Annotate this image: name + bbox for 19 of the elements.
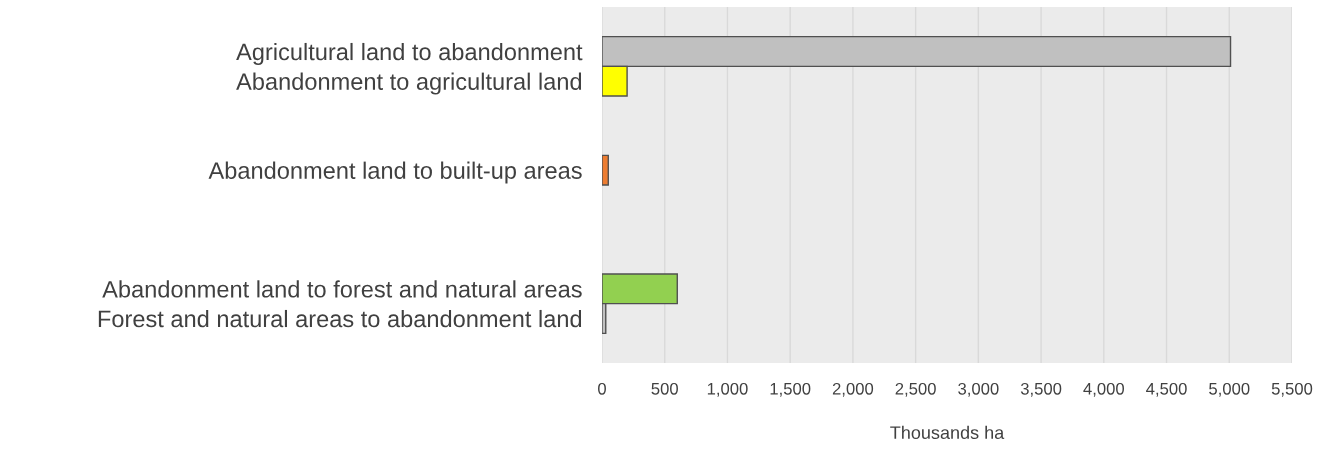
x-axis-title: Thousands ha — [890, 425, 1005, 440]
x-tick-label: 5,500 — [1271, 382, 1313, 397]
bar — [602, 154, 609, 186]
x-tick-label: 500 — [651, 382, 678, 395]
y-tick-label: Abandonment land to built-up areas — [208, 161, 582, 184]
x-tick-label: 3,000 — [958, 382, 999, 397]
x-tick-label: 2,500 — [895, 382, 936, 397]
x-tick-label: 0 — [598, 382, 606, 395]
y-tick-label: Forest and natural areas to abandonment land — [98, 309, 582, 328]
x-tick-label: 5,000 — [1209, 382, 1250, 397]
x-tick-label: 2,000 — [832, 382, 874, 397]
y-tick-label: Abandonment to agricultural land — [236, 72, 582, 95]
x-tick-label: 4,500 — [1146, 382, 1187, 397]
y-tick-label: Agricultural land to abandonment — [236, 42, 583, 65]
x-tick-label: 1,500 — [770, 382, 811, 397]
y-tick-label: Abandonment land to forest and natural areas — [102, 280, 582, 298]
x-tick-label: 1,000 — [707, 382, 748, 397]
x-tick-label: 4,000 — [1083, 382, 1125, 397]
x-tick-label: 3,500 — [1020, 382, 1062, 397]
